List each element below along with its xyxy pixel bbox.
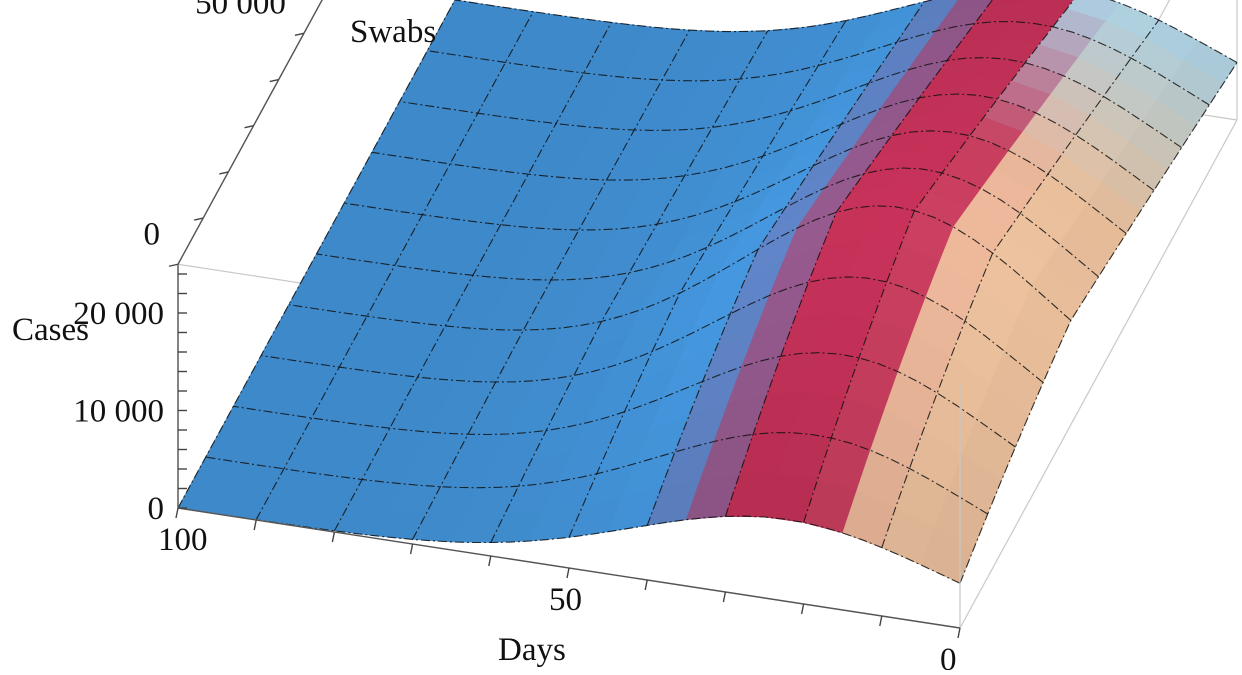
x-axis-title: Days — [498, 632, 566, 668]
mesh-line-swabs — [233, 352, 1016, 448]
x-tick-mark — [800, 603, 805, 615]
axis-labels: Cases Swabs Days — [12, 14, 566, 668]
z-axis-title: Cases — [12, 312, 89, 348]
x-tick-mark — [722, 591, 727, 603]
x-tick-mark — [566, 567, 570, 579]
z-tick-label: 10 000 — [73, 394, 164, 430]
mesh-line-swabs — [344, 130, 1127, 234]
y-tick-mark — [294, 32, 305, 37]
x-tick-mark — [644, 579, 648, 591]
mesh-line-day — [255, 11, 534, 520]
mesh-line-swabs — [205, 432, 988, 515]
mesh-line-day — [568, 20, 847, 538]
y-tick-mark — [269, 78, 279, 83]
x-tick-mark — [253, 519, 257, 531]
y-tick-mark — [168, 263, 179, 267]
mesh-line-swabs — [399, 57, 1182, 149]
y-tick-mark — [219, 171, 229, 175]
x-tick-label: 0 — [940, 642, 957, 670]
x-tick-mark — [409, 543, 414, 555]
mesh-line-swabs — [288, 205, 1072, 331]
y-tick-mark — [194, 217, 204, 221]
mesh-line-swabs — [316, 167, 1099, 281]
x-tick-mark — [488, 555, 492, 567]
y-tick-label: 50 000 — [195, 0, 286, 21]
y-tick-mark — [244, 125, 254, 129]
y-tick-label: 0 — [144, 216, 161, 252]
x-tick-mark — [957, 627, 961, 639]
z-tick-label: 0 — [148, 491, 165, 527]
mesh-line-day — [881, 19, 1160, 548]
y-axis-line — [177, 0, 323, 265]
mesh-line-day — [724, 0, 994, 517]
mesh-line-swabs — [371, 93, 1155, 191]
mesh-line-swabs — [454, 0, 1238, 63]
x-tick-label: 50 — [549, 582, 582, 618]
box-edge — [959, 119, 1238, 629]
x-tick-label: 100 — [158, 522, 208, 558]
surface — [177, 0, 1238, 584]
mesh-line-swabs — [261, 276, 1044, 383]
z-tick-label: 20 000 — [73, 296, 164, 332]
surface-mesh — [177, 0, 1238, 584]
mesh-line-day — [490, 30, 769, 543]
mesh-line-swabs — [177, 507, 961, 584]
y-axis-title: Swabs — [350, 14, 436, 50]
x-tick-mark — [879, 615, 883, 627]
x-tick-mark — [331, 531, 336, 543]
x-tick-mark — [175, 507, 179, 519]
mesh-line-swabs — [427, 21, 1210, 106]
